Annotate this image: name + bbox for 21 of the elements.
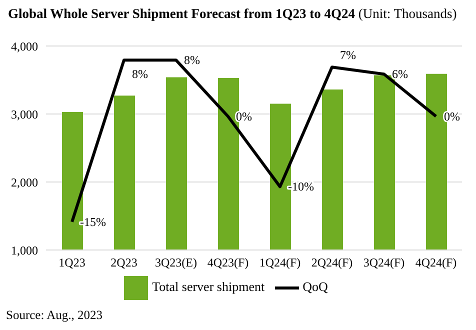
x-tick-label: 2Q24(F) [311,256,353,270]
legend-label: QoQ [302,278,328,294]
x-tick-label: 2Q23 [110,256,138,270]
data-label: 7% [340,48,356,62]
y-tick-label: 3,000 [11,107,38,122]
data-label: 8% [132,67,148,82]
legend-label: Total server shipment [152,278,265,294]
chart-title: Global Whole Server Shipment Forecast from 1Q23 to 4Q24 [8,6,355,21]
x-tick-label: 4Q24(F) [415,256,457,270]
chart-subtitle: (Unit: Thousands) [358,6,457,21]
source-note: Source: Aug., 2023 [6,308,103,323]
x-tick-label: 3Q24(F) [363,256,405,270]
y-tick-label: 2,000 [11,175,38,190]
x-tick-label: 1Q24(F) [259,256,301,270]
data-label: 8% [184,53,200,68]
x-tick-label: 3Q23(E) [155,256,197,270]
x-tick-label: 4Q23(F) [207,256,249,270]
y-tick-label: 1,000 [11,243,38,258]
x-tick-label: 1Q23 [58,256,86,270]
y-tick-label: 4,000 [11,39,38,54]
data-label: 6% [392,67,408,82]
